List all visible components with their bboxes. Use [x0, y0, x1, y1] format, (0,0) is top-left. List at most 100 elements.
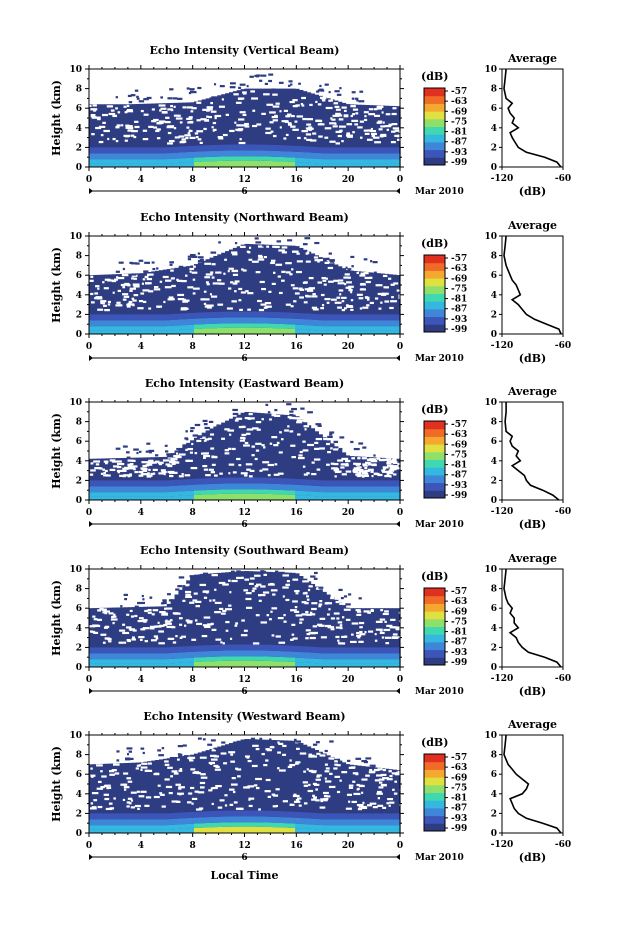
colorbar-swatch — [424, 611, 445, 620]
echo-gap — [247, 759, 252, 763]
echo-gap — [377, 473, 383, 477]
echo-fragment — [156, 267, 159, 270]
echo-layer — [170, 829, 176, 833]
echo-fragment — [324, 749, 328, 753]
echo-layer — [279, 151, 284, 158]
colorbar-tick-label: -75 — [451, 450, 467, 460]
echo-layer — [96, 813, 102, 820]
avg-y-tick-label: 10 — [484, 565, 497, 575]
echo-gap — [298, 287, 303, 290]
echo-gap — [335, 635, 340, 639]
echo-layer — [112, 486, 117, 493]
echo-layer — [182, 662, 187, 667]
echo-gap — [147, 762, 152, 765]
echo-fragment — [259, 737, 263, 740]
echo-gap — [224, 449, 230, 452]
echo-gap — [123, 134, 131, 137]
echo-fragment — [351, 265, 354, 268]
echo-layer — [89, 480, 94, 487]
echo-layer — [193, 324, 199, 329]
echo-gap — [255, 449, 260, 452]
echo-gap — [273, 444, 279, 447]
echo-layer — [361, 486, 366, 493]
echo-gap — [202, 108, 207, 111]
echo-gap — [91, 116, 97, 119]
echo-gap — [191, 271, 198, 274]
echo-gap — [343, 114, 349, 117]
echo-gap — [140, 628, 146, 631]
echo-layer — [248, 160, 253, 167]
echo-gap — [355, 609, 361, 612]
echo-gap — [163, 623, 168, 627]
echo-layer — [283, 811, 288, 818]
echo-layer — [376, 663, 382, 667]
echo-fragment — [268, 79, 273, 83]
echo-gap — [200, 786, 205, 789]
echo-gap — [334, 760, 338, 763]
echo-gap — [231, 300, 237, 303]
echo-layer — [298, 324, 304, 330]
echo-gap — [236, 457, 241, 461]
echo-gap — [146, 273, 154, 276]
echo-gap — [127, 780, 133, 783]
echo-gap — [148, 459, 154, 462]
echo-layer — [127, 314, 133, 321]
echo-gap — [358, 640, 364, 643]
avg-y-tick-label: 4 — [491, 624, 497, 634]
echo-layer — [275, 645, 281, 651]
echo-gap — [126, 805, 130, 808]
echo-gap — [365, 774, 370, 777]
echo-gap — [116, 465, 122, 469]
echo-layer — [263, 810, 269, 817]
echo-column — [205, 430, 211, 500]
echo-gap — [293, 300, 297, 303]
echo-layer — [368, 147, 374, 154]
echo-gap — [303, 137, 307, 140]
echo-gap — [369, 458, 376, 461]
echo-gap — [345, 807, 352, 810]
echo-gap — [292, 578, 299, 581]
echo-layer — [341, 163, 347, 167]
echo-layer — [256, 160, 261, 167]
echo-layer — [147, 829, 152, 833]
echo-column — [291, 740, 296, 833]
echo-layer — [275, 156, 281, 162]
echo-gap — [292, 105, 298, 108]
echo-layer — [392, 829, 397, 833]
echo-layer — [376, 653, 382, 660]
echo-layer — [131, 813, 137, 820]
echo-gap — [182, 106, 187, 109]
echo-layer — [178, 495, 183, 500]
echo-column — [225, 572, 230, 667]
echo-gap — [392, 465, 399, 468]
echo-layer — [314, 152, 319, 159]
echo-layer — [248, 656, 253, 661]
colorbar-tick-label: -93 — [451, 481, 467, 491]
echo-gap — [350, 291, 353, 294]
echo-gap — [209, 433, 215, 436]
echo-layer — [236, 477, 242, 484]
echo-fragment — [163, 600, 167, 603]
echo-layer — [302, 479, 308, 486]
echo-layer — [353, 663, 358, 667]
echo-gap — [382, 467, 386, 470]
average-title: Average — [507, 219, 557, 232]
y-tick-label: 0 — [76, 163, 82, 173]
echo-gap — [315, 100, 318, 104]
echo-layer — [155, 326, 160, 331]
echo-gap — [311, 306, 318, 309]
avg-y-tick-label: 0 — [491, 330, 497, 340]
colorbar-swatch — [424, 792, 445, 801]
echo-fragment — [373, 454, 376, 457]
echo-fragment — [255, 241, 262, 244]
echo-fragment — [221, 741, 226, 744]
echo-layer — [166, 647, 172, 654]
colorbar-tick-label: -93 — [451, 648, 467, 658]
echo-layer — [298, 812, 304, 819]
echo-fragment — [317, 89, 321, 92]
echo-layer — [267, 661, 273, 667]
echo-column — [365, 456, 370, 500]
echo-layer — [244, 144, 249, 151]
echo-layer — [213, 644, 218, 651]
echo-layer — [310, 828, 316, 833]
